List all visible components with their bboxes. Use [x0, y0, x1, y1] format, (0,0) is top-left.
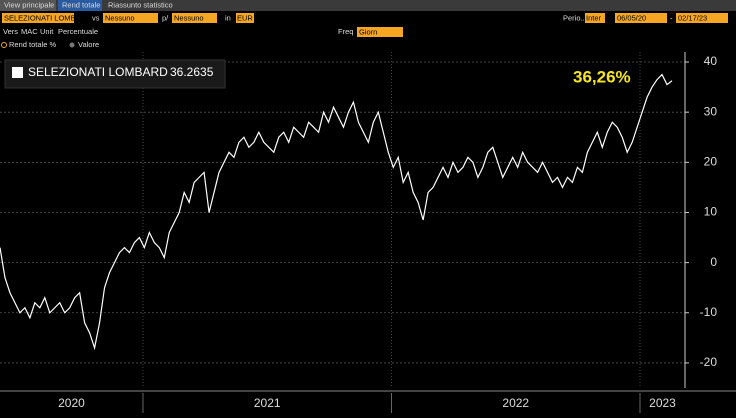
annotation: 36,26% — [573, 67, 631, 86]
vs-field[interactable]: Nessuno — [105, 13, 135, 22]
tab-label[interactable]: Rend totale — [62, 0, 100, 9]
radio-label[interactable]: Rend totale % — [9, 40, 56, 49]
legend-swatch — [12, 67, 23, 78]
freq-field[interactable]: Giorn — [359, 27, 377, 36]
tab-bar — [0, 0, 736, 11]
legend — [4, 59, 226, 89]
field[interactable] — [676, 13, 728, 23]
label: vs — [92, 13, 100, 22]
y-tick-label: -10 — [700, 305, 718, 319]
field[interactable] — [615, 13, 667, 23]
label: Freq — [338, 27, 353, 36]
tab-label[interactable]: View principale — [4, 0, 54, 9]
end-date[interactable]: 02/17/23 — [678, 13, 707, 22]
field[interactable] — [357, 27, 403, 37]
label: Vers — [3, 27, 18, 36]
radio-label[interactable]: Valore — [78, 40, 99, 49]
field[interactable] — [103, 13, 158, 23]
currency-field[interactable]: EUR — [237, 13, 253, 22]
label: p/ — [162, 13, 169, 22]
y-tick-label: -20 — [700, 355, 718, 369]
plot-background — [0, 52, 736, 391]
x-tick-label: 2023 — [649, 396, 676, 410]
y-tick-label: 30 — [704, 104, 718, 118]
label: in — [225, 13, 231, 22]
x-axis-band — [0, 391, 736, 413]
field[interactable] — [585, 13, 605, 23]
field[interactable] — [2, 13, 74, 23]
start-date[interactable]: 06/05/20 — [617, 13, 646, 22]
field[interactable] — [172, 13, 217, 23]
period-field[interactable]: Inter — [586, 13, 602, 22]
x-tick-label: 2022 — [502, 396, 529, 410]
tab[interactable] — [0, 0, 56, 11]
y-tick-label: 0 — [710, 255, 717, 269]
radio[interactable] — [69, 42, 75, 48]
legend-label: SELEZIONATI LOMBARD — [28, 65, 168, 79]
line-series — [0, 73, 673, 351]
tab-active[interactable] — [58, 0, 102, 11]
legend-value: 36.2635 — [170, 65, 214, 79]
y-tick-label: 40 — [704, 54, 718, 68]
label: - — [670, 13, 673, 22]
x-tick-label: 2021 — [254, 396, 281, 410]
value[interactable]: Percentuale — [58, 27, 98, 36]
y-tick-label: 20 — [704, 155, 718, 169]
field[interactable] — [236, 13, 254, 23]
security-field[interactable]: SELEZIONATI LOMBARD — [4, 13, 92, 22]
x-tick-label: 2020 — [58, 396, 85, 410]
per-field[interactable]: Nessuno — [174, 13, 204, 22]
radio-selected[interactable] — [1, 42, 7, 48]
label: Unit — [40, 27, 54, 36]
tab-label[interactable]: Riassunto statistico — [108, 0, 173, 9]
label: Perio.. — [563, 13, 585, 22]
y-tick-label: 10 — [704, 205, 718, 219]
value[interactable]: MAC — [21, 27, 38, 36]
